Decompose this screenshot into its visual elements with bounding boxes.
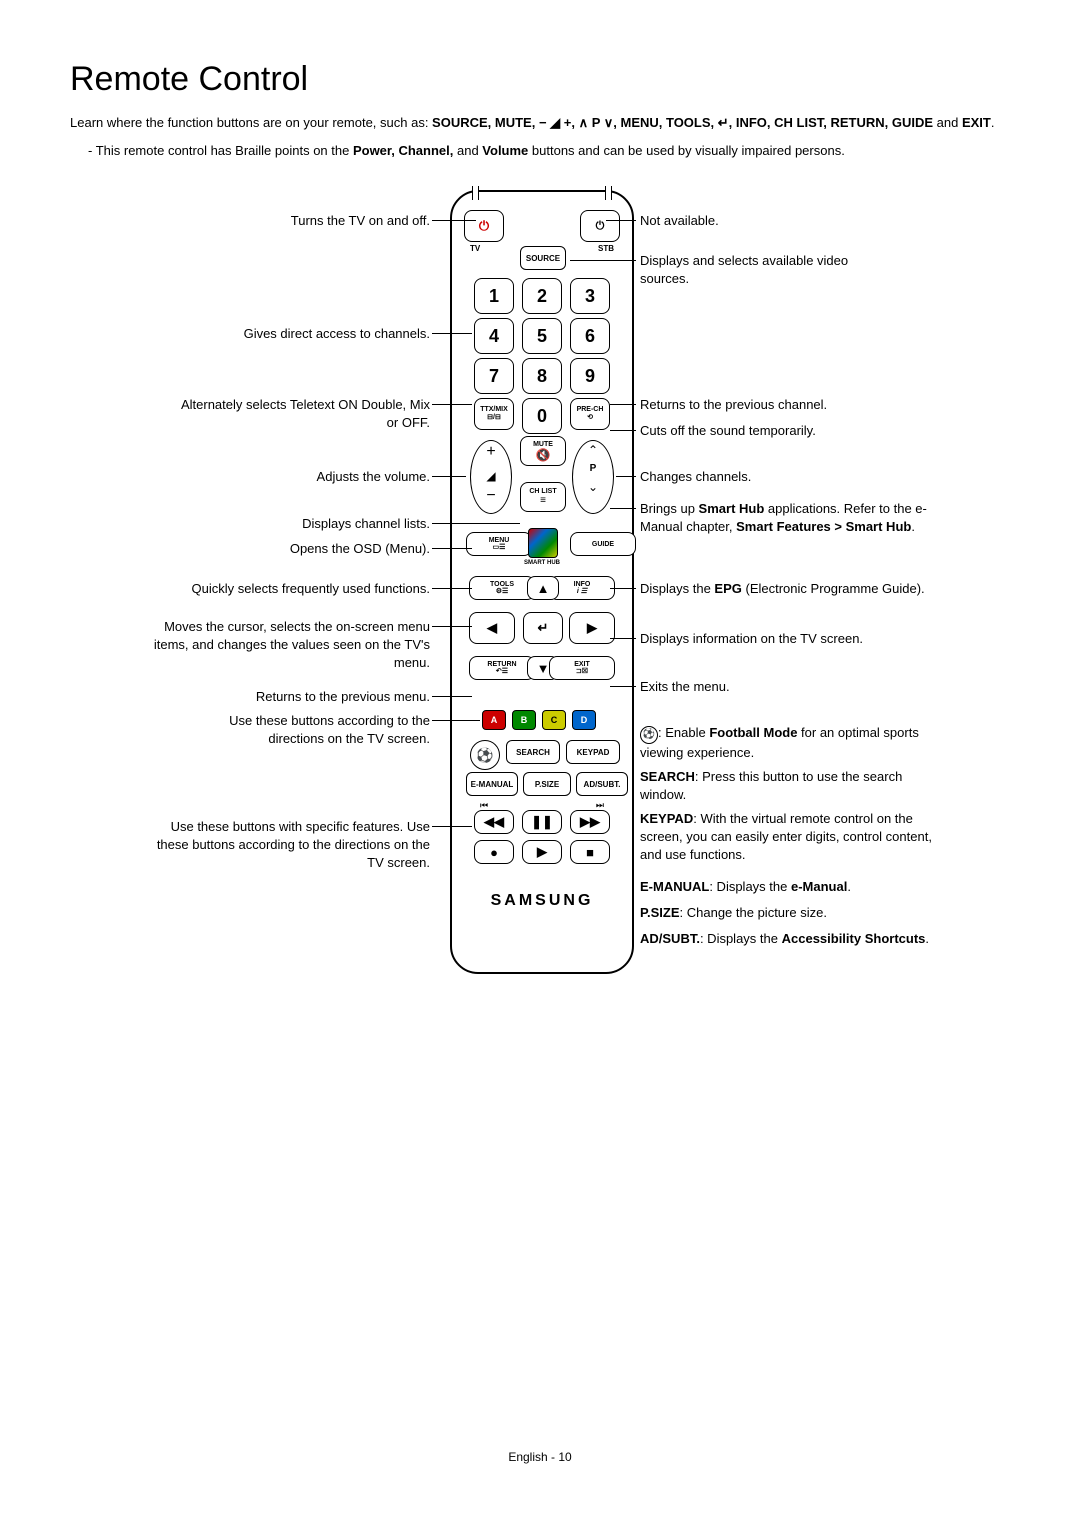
tv-label: TV	[470, 244, 480, 253]
num-0: 0	[522, 398, 562, 434]
right-button: ▶	[569, 612, 615, 644]
callout-football: ⚽: Enable Football Mode for an optimal s…	[640, 724, 940, 762]
num-8: 8	[522, 358, 562, 394]
keypad-button: KEYPAD	[566, 740, 620, 764]
callout-return: Returns to the previous menu.	[256, 688, 430, 706]
callout-search: SEARCH: Press this button to use the sea…	[640, 768, 940, 804]
color-d: D	[572, 710, 596, 730]
num-1: 1	[474, 278, 514, 314]
callout-channel: Changes channels.	[640, 468, 751, 486]
adsubt-button: AD/SUBT.	[576, 772, 628, 796]
record-button: ●	[474, 840, 514, 864]
emanual-button: E-MANUAL	[466, 772, 518, 796]
num-7: 7	[474, 358, 514, 394]
volume-rocker: + ◢ −	[470, 440, 512, 514]
color-c: C	[542, 710, 566, 730]
callout-exit: Exits the menu.	[640, 678, 730, 696]
callout-power: Turns the TV on and off.	[291, 212, 430, 230]
num-3: 3	[570, 278, 610, 314]
page-title: Remote Control	[70, 60, 1010, 99]
page-footer: English - 10	[70, 1450, 1010, 1464]
callout-epg: Displays the EPG (Electronic Programme G…	[640, 580, 930, 598]
callout-mute: Cuts off the sound temporarily.	[640, 422, 816, 440]
pause-button: ❚❚	[522, 810, 562, 834]
color-buttons: A B C D	[482, 710, 596, 730]
bullet-text: - This remote control has Braille points…	[88, 141, 1010, 161]
play-button: ▶	[522, 840, 562, 864]
dpad: TOOLS⚙☰ INFOi ☰ ▲ ◀ ↵ ▶ RETURN↶☰ ▼ EXIT⊐…	[477, 576, 607, 706]
skip-back-icon: ⏮	[480, 800, 488, 811]
callout-chlist: Displays channel lists.	[302, 515, 430, 533]
chlist-button: CH LIST≡	[520, 482, 566, 512]
stop-button: ■	[570, 840, 610, 864]
callout-emanual: E-MANUAL: Displays the e-Manual.	[640, 878, 940, 896]
intro-prefix: Learn where the function buttons are on …	[70, 115, 432, 130]
num-5: 5	[522, 318, 562, 354]
mute-button: MUTE🔇	[520, 436, 566, 466]
callout-tools: Quickly selects frequently used function…	[192, 580, 430, 598]
callout-na: Not available.	[640, 212, 719, 230]
callout-adsubt: AD/SUBT.: Displays the Accessibility Sho…	[640, 930, 940, 948]
up-button: ▲	[527, 576, 559, 600]
return-button: RETURN↶☰	[469, 656, 535, 680]
power-tv-button: ⏻	[464, 210, 504, 242]
callout-keypad: KEYPAD: With the virtual remote control …	[640, 810, 950, 865]
channel-rocker: ⌃ P ⌄	[572, 440, 614, 514]
brand-label: SAMSUNG	[452, 892, 632, 910]
callout-volume: Adjusts the volume.	[317, 468, 430, 486]
callout-playback: Use these buttons with specific features…	[150, 818, 430, 873]
color-b: B	[512, 710, 536, 730]
smarthub-label: SMART HUB	[452, 560, 632, 566]
menu-button: MENU▭☰	[466, 532, 532, 556]
ttx-button: TTX/MIX⊟/⊟	[474, 398, 514, 430]
tools-button: TOOLS⚙☰	[469, 576, 535, 600]
callout-color: Use these buttons according to the direc…	[180, 712, 430, 748]
exit-button: EXIT⊐☒	[549, 656, 615, 680]
prech-button: PRE-CH⟲	[570, 398, 610, 430]
search-button: SEARCH	[506, 740, 560, 764]
power-stb-button: ⏻	[580, 210, 620, 242]
ffwd-button: ▶▶	[570, 810, 610, 834]
num-2: 2	[522, 278, 562, 314]
football-button: ⚽	[470, 740, 500, 770]
rewind-button: ◀◀	[474, 810, 514, 834]
smarthub-button	[528, 528, 558, 558]
remote-diagram: ⏻ ⏻ TV STB SOURCE 123 456 789 TTX/MIX⊟/⊟…	[70, 190, 1010, 1030]
callout-ttx: Alternately selects Teletext ON Double, …	[170, 396, 430, 432]
guide-button: GUIDE	[570, 532, 636, 556]
left-button: ◀	[469, 612, 515, 644]
stb-label: STB	[598, 244, 614, 253]
color-a: A	[482, 710, 506, 730]
callout-source: Displays and selects available video sou…	[640, 252, 900, 288]
callout-channels: Gives direct access to channels.	[244, 325, 430, 343]
callout-menu: Opens the OSD (Menu).	[290, 540, 430, 558]
callout-smarthub: Brings up Smart Hub applications. Refer …	[640, 500, 940, 536]
callout-info: Displays information on the TV screen.	[640, 630, 863, 648]
remote-outline: ⏻ ⏻ TV STB SOURCE 123 456 789 TTX/MIX⊟/⊟…	[450, 190, 634, 974]
callout-dpad: Moves the cursor, selects the on-screen …	[150, 618, 430, 673]
skip-fwd-icon: ⏭	[596, 800, 604, 811]
psize-button: P.SIZE	[523, 772, 571, 796]
num-4: 4	[474, 318, 514, 354]
callout-psize: P.SIZE: Change the picture size.	[640, 904, 940, 922]
source-button: SOURCE	[520, 246, 566, 270]
intro-keys: SOURCE, MUTE, − ◢ +, ∧ P ∨, MENU, TOOLS,…	[432, 115, 933, 130]
enter-button: ↵	[523, 612, 563, 644]
callout-prech: Returns to the previous channel.	[640, 396, 827, 414]
intro-text: Learn where the function buttons are on …	[70, 113, 1010, 133]
num-6: 6	[570, 318, 610, 354]
num-9: 9	[570, 358, 610, 394]
